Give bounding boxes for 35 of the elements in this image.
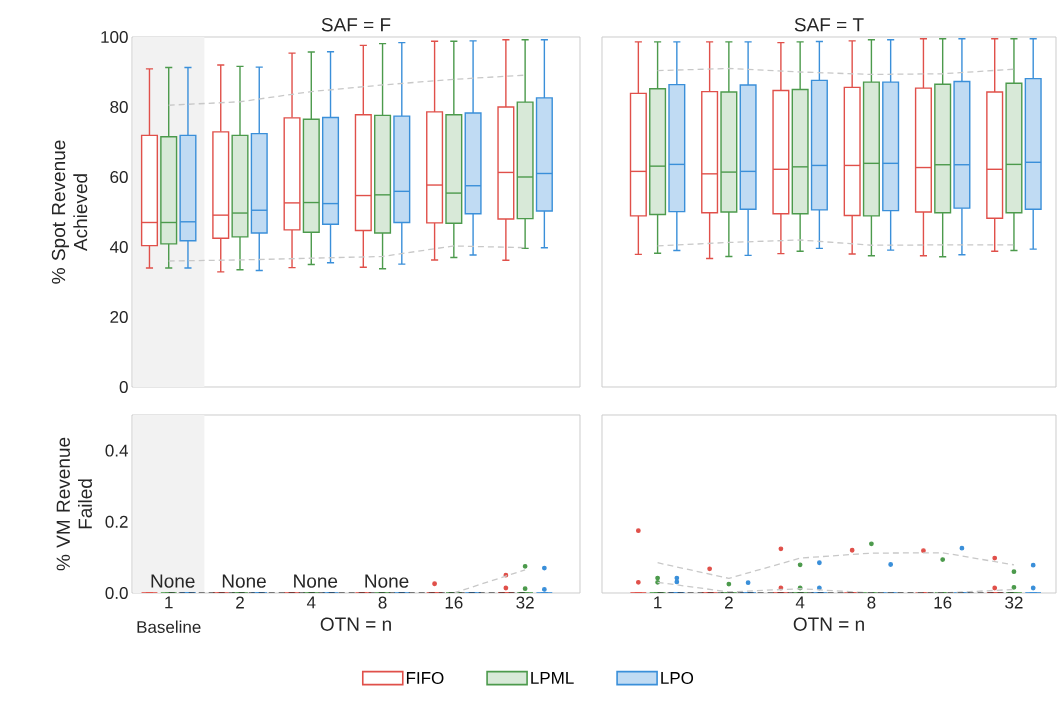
- x-tick-label: 32: [516, 596, 534, 609]
- y-tick-label: 80: [110, 100, 128, 114]
- annotation: None: [151, 574, 195, 588]
- x-tick-label: 8: [867, 596, 876, 609]
- x-tick-label: 32: [1005, 596, 1023, 609]
- y-tick-label: 0.4: [105, 444, 128, 457]
- y-axis-title: % VM Revenue Failed: [56, 437, 92, 571]
- annotation: None: [222, 574, 266, 588]
- x-axis-title: OTN = n: [793, 617, 864, 631]
- x-tick-label: 1: [654, 596, 662, 609]
- x-tick-label: 8: [378, 596, 387, 609]
- y-tick-label: 0.0: [105, 586, 128, 600]
- legend-label: LPML: [531, 672, 574, 684]
- chart-title: SAF = T: [794, 18, 864, 32]
- y-tick-label: 60: [110, 170, 128, 184]
- x-tick-label: 4: [795, 596, 805, 609]
- x-tick-label: 2: [236, 596, 244, 609]
- x-tick-label: 2: [725, 596, 733, 609]
- y-tick-label: 0: [119, 380, 128, 394]
- legend-label: LPO: [661, 671, 694, 684]
- x-tick-label: 1: [165, 596, 173, 609]
- annotation: None: [365, 574, 409, 588]
- chart-title: SAF = F: [321, 18, 391, 32]
- y-axis-title: % Spot Revenue Achieved: [51, 140, 88, 284]
- x-tick-label: 4: [306, 596, 316, 609]
- y-tick-label: 40: [109, 240, 128, 254]
- x-axis-title: OTN = n: [320, 617, 391, 631]
- y-tick-label: 0.2: [105, 515, 128, 528]
- y-tick-label: 20: [110, 310, 128, 324]
- y-tick-label: 100: [101, 30, 128, 44]
- x-tick-label: 16: [934, 596, 952, 609]
- band-label: Baseline: [137, 620, 201, 634]
- annotation: None: [294, 574, 338, 588]
- x-tick-label: 16: [445, 596, 463, 609]
- legend-label: FIFO: [406, 671, 444, 684]
